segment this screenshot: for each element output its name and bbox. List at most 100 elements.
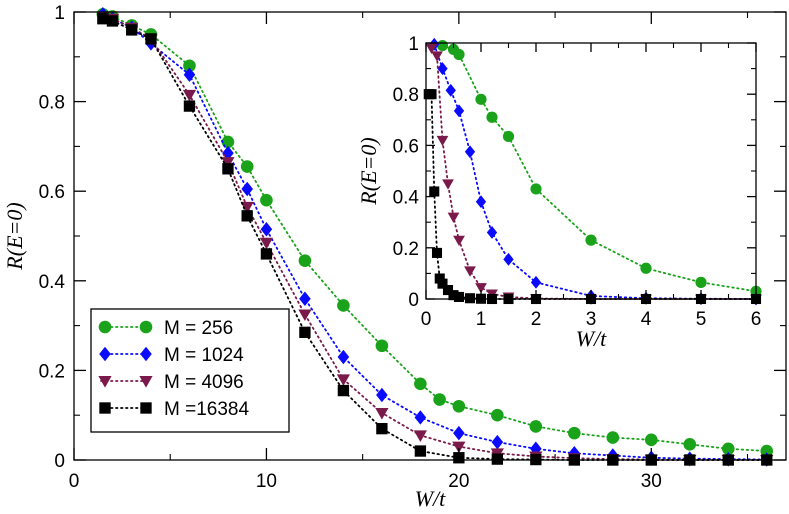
data-point <box>503 252 514 266</box>
legend-label: M = 256 <box>164 318 233 339</box>
data-point <box>434 273 445 284</box>
y-tick-label: 0.8 <box>393 85 419 106</box>
data-point <box>453 48 465 61</box>
x-tick-label: 5 <box>696 309 707 330</box>
data-point <box>376 422 388 435</box>
legend-marker <box>140 346 152 362</box>
data-point <box>299 291 311 306</box>
data-point <box>606 431 620 444</box>
y-tick-label: 0.8 <box>39 93 65 114</box>
data-point <box>464 293 476 304</box>
data-point <box>452 441 466 454</box>
data-point <box>222 163 234 175</box>
data-point <box>475 195 487 209</box>
data-point <box>221 157 235 169</box>
data-point <box>445 83 456 97</box>
legend-marker <box>139 320 153 334</box>
data-point <box>475 93 487 105</box>
x-tick-label: 30 <box>641 471 662 492</box>
data-point <box>259 237 274 250</box>
y-tick-label: 0.4 <box>393 188 420 209</box>
data-point <box>375 407 389 420</box>
legend-marker <box>98 320 112 334</box>
data-point <box>414 377 427 391</box>
data-point <box>475 283 487 294</box>
plot-background <box>426 43 756 299</box>
y-tick-label: 0.2 <box>393 239 419 260</box>
data-point <box>414 445 427 457</box>
data-point <box>433 393 446 406</box>
data-point <box>530 441 542 457</box>
data-point <box>260 222 273 237</box>
data-point <box>431 51 443 62</box>
data-point <box>491 453 504 465</box>
data-point <box>442 285 454 296</box>
y-tick-label: 0 <box>408 290 419 311</box>
y-tick-label: 1 <box>54 3 65 24</box>
data-point <box>437 278 448 289</box>
data-point <box>414 410 427 425</box>
data-point <box>222 145 234 161</box>
data-point <box>260 193 273 207</box>
data-point <box>644 433 658 447</box>
legend-marker <box>98 376 112 388</box>
legend-marker <box>99 402 111 414</box>
data-point <box>425 43 438 54</box>
data-point <box>640 262 652 274</box>
data-point <box>464 145 476 159</box>
y-axis-title: R(E=0) <box>356 137 381 205</box>
data-point <box>568 426 581 440</box>
data-point <box>442 179 454 190</box>
data-point <box>464 266 476 277</box>
data-point <box>241 181 253 197</box>
data-point <box>453 235 465 246</box>
data-point <box>260 248 273 260</box>
legend-marker <box>140 402 152 414</box>
data-point <box>337 384 350 397</box>
y-tick-label: 0.2 <box>39 361 65 382</box>
x-tick-label: 1 <box>476 309 487 330</box>
inset-plot: 0 1 2 3 4 5 6 0 0.2 0.4 0.6 0.8 1 W/t R(E=0) <box>356 34 762 351</box>
x-axis-title: W/t <box>415 486 446 511</box>
data-point <box>375 339 389 353</box>
y-tick-label: 0.4 <box>39 272 66 293</box>
data-point <box>183 100 196 112</box>
data-point <box>491 408 504 422</box>
data-point <box>695 276 707 288</box>
data-point <box>240 160 254 173</box>
y-tick-label: 0 <box>54 451 65 472</box>
data-point <box>106 15 119 27</box>
data-point <box>376 387 388 403</box>
data-point <box>183 59 196 73</box>
data-point <box>721 442 735 456</box>
x-axis-title: W/t <box>576 326 607 351</box>
data-point <box>298 254 312 267</box>
legend-box <box>90 308 290 433</box>
legend-label: M =16384 <box>164 399 249 420</box>
y-tick-label: 0.6 <box>39 182 65 203</box>
data-point <box>486 226 498 239</box>
legend-marker <box>139 376 153 388</box>
x-tick-label: 6 <box>751 309 762 330</box>
data-point <box>97 13 109 25</box>
data-point <box>413 430 427 442</box>
data-point <box>431 247 443 258</box>
data-point <box>241 210 253 222</box>
data-point <box>585 234 597 246</box>
data-point <box>453 425 465 441</box>
legend: M = 256 M = 1024 M = 4096 M =16384 <box>90 308 290 433</box>
data-point <box>298 309 312 322</box>
data-point <box>437 62 448 76</box>
legend-label: M = 4096 <box>164 372 244 393</box>
y-tick-label: 0.6 <box>393 136 419 157</box>
x-tick-label: 10 <box>256 471 277 492</box>
x-tick-label: 0 <box>69 471 80 492</box>
y-tick-label: 1 <box>408 34 419 55</box>
data-point <box>182 89 197 102</box>
x-tick-label: 0 <box>421 309 432 330</box>
data-point <box>447 212 460 223</box>
data-point <box>429 186 440 197</box>
x-tick-label: 20 <box>448 471 469 492</box>
